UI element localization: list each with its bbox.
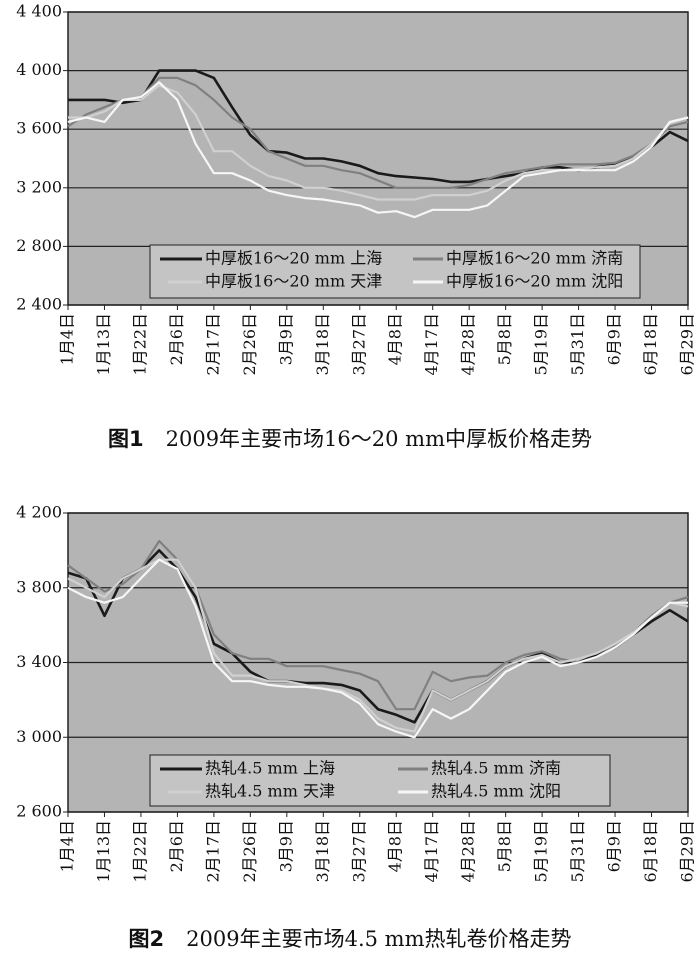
chart-title: 2009年主要市场16～20 mm中厚板价格走势 [166, 427, 592, 451]
x-tick-label: 5月31日 [568, 820, 587, 883]
x-tick-label: 1月4日 [58, 820, 77, 872]
line-series [68, 84, 689, 201]
chart-title: 2009年主要市场4.5 mm热轧卷价格走势 [186, 927, 571, 951]
x-tick-label: 6月29日 [678, 820, 697, 883]
x-tick-label: 4月8日 [386, 313, 405, 365]
legend-label: 中厚板16～20 mm 天津 [205, 272, 382, 291]
x-tick-label: 3月9日 [276, 820, 295, 872]
x-tick-label: 1月4日 [58, 313, 77, 365]
x-tick-label: 6月9日 [605, 313, 624, 365]
legend-label: 热轧4.5 mm 天津 [205, 782, 335, 801]
x-tick-label: 5月8日 [495, 313, 514, 365]
caption: 图1 2009年主要市场16～20 mm中厚板价格走势 [108, 427, 592, 452]
x-tick-label: 2月17日 [203, 820, 222, 883]
y-tick-label: 4 000 [16, 60, 62, 79]
x-tick-label: 3月18日 [313, 820, 332, 883]
x-tick-label: 2月17日 [203, 313, 222, 376]
legend-box [149, 754, 611, 807]
x-tick-label: 5月19日 [532, 313, 551, 376]
legend-label: 热轧4.5 mm 上海 [205, 759, 335, 778]
x-tick-label: 6月29日 [678, 313, 697, 376]
figure-label: 图1 [108, 427, 144, 451]
x-tick-label: 5月8日 [495, 820, 514, 872]
y-tick-label: 2 800 [16, 236, 62, 255]
legend-label: 热轧4.5 mm 济南 [431, 759, 561, 778]
legend-label: 中厚板16～20 mm 上海 [205, 249, 382, 268]
x-tick-label: 1月13日 [94, 313, 113, 376]
x-tick-label: 2月6日 [167, 313, 186, 365]
figure-label: 图2 [129, 927, 165, 951]
x-tick-label: 3月27日 [349, 820, 368, 883]
x-tick-label: 2月26日 [240, 820, 259, 883]
line-series [67, 76, 689, 189]
x-tick-label: 4月17日 [422, 313, 441, 376]
line-series [67, 558, 689, 733]
x-tick-label: 4月28日 [459, 313, 478, 376]
y-tick-label: 3 400 [16, 652, 62, 671]
y-tick-label: 3 200 [16, 177, 62, 196]
legend-label: 中厚板16～20 mm 济南 [446, 249, 623, 268]
x-tick-label: 4月8日 [386, 820, 405, 872]
x-tick-label: 3月27日 [349, 313, 368, 376]
y-tick-label: 3 600 [16, 119, 62, 138]
y-tick-label: 3 800 [16, 577, 62, 596]
x-tick-label: 5月19日 [532, 820, 551, 883]
x-tick-label: 4月28日 [459, 820, 478, 883]
y-tick-label: 4 200 [16, 503, 62, 522]
x-tick-label: 1月22日 [130, 820, 149, 883]
x-tick-label: 6月18日 [641, 313, 660, 376]
legend-box [149, 244, 641, 299]
x-tick-label: 4月17日 [422, 820, 441, 883]
y-tick-label: 2 600 [16, 802, 62, 821]
legend-label: 热轧4.5 mm 沈阳 [431, 782, 561, 801]
legend-label: 中厚板16～20 mm 沈阳 [446, 272, 623, 291]
x-tick-label: 6月18日 [641, 820, 660, 883]
y-tick-label: 4 400 [16, 2, 62, 21]
x-tick-label: 6月9日 [605, 820, 624, 872]
y-tick-label: 2 400 [16, 295, 62, 314]
x-tick-label: 1月13日 [94, 820, 113, 883]
line-series [67, 558, 688, 739]
x-tick-label: 1月22日 [130, 313, 149, 376]
x-tick-label: 3月18日 [313, 313, 332, 376]
x-tick-label: 3月9日 [276, 313, 295, 365]
y-tick-label: 3 000 [16, 727, 62, 746]
x-tick-label: 2月26日 [240, 313, 259, 376]
x-tick-label: 2月6日 [167, 820, 186, 872]
line-series [67, 81, 689, 219]
x-tick-label: 5月31日 [568, 313, 587, 376]
caption: 图2 2009年主要市场4.5 mm热轧卷价格走势 [129, 927, 572, 952]
